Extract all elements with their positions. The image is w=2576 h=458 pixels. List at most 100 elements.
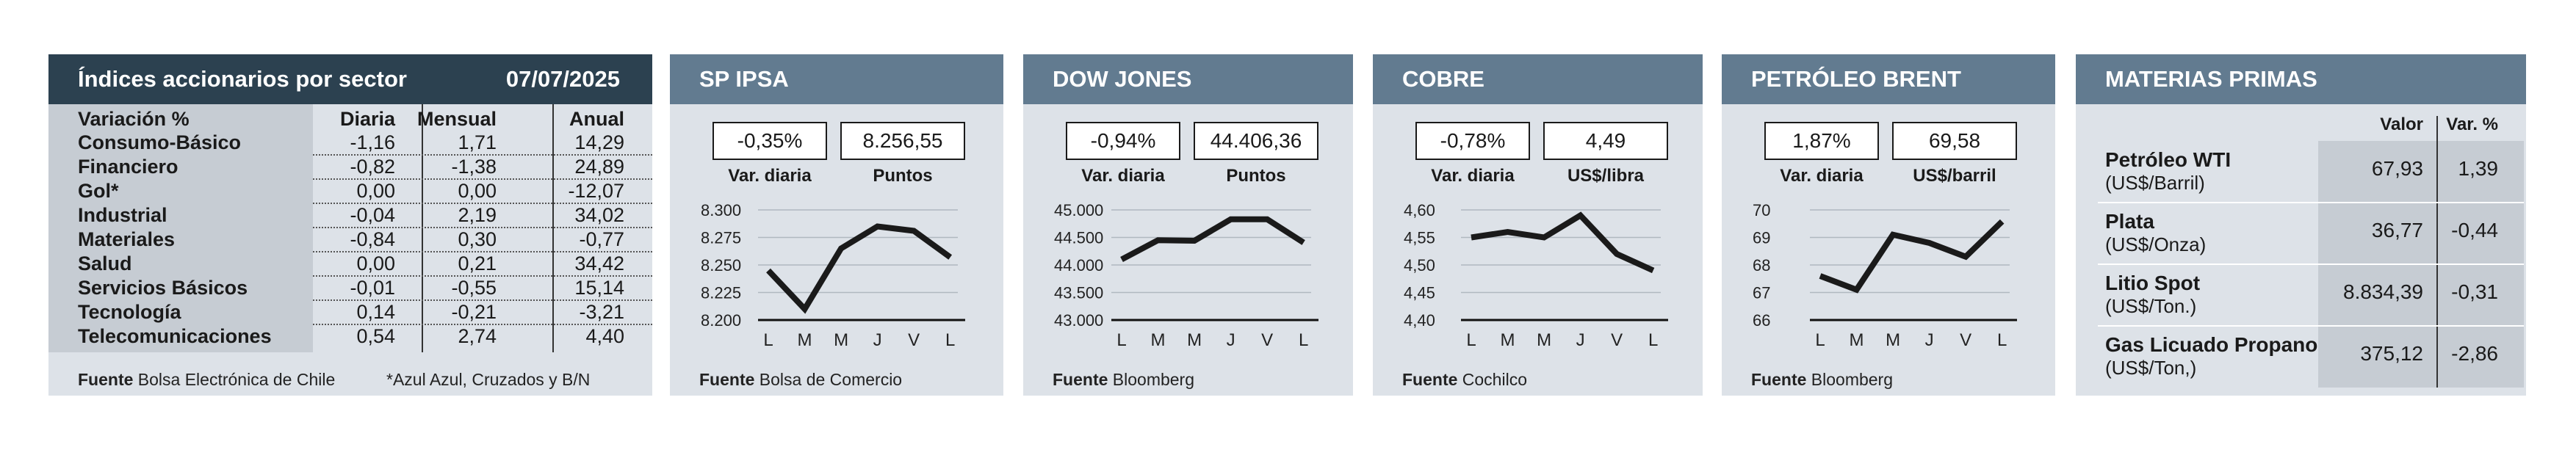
y-tick-label: 66	[1753, 311, 1770, 330]
y-tick-label: 43.500	[1054, 284, 1103, 302]
chart-source: Fuente Bloomberg	[1053, 370, 1195, 389]
x-tick-label: L	[1815, 330, 1825, 350]
value-mensual: 1,71	[458, 131, 497, 153]
materia-name: Gas Licuado Propano	[2105, 333, 2318, 356]
var-diaria-label: Var. diaria	[728, 166, 812, 186]
value-mensual: 2,19	[458, 204, 497, 226]
sector-name: Gol*	[78, 180, 119, 202]
materia-valor: 36,77	[2371, 219, 2423, 241]
value-diaria: -0,04	[350, 204, 395, 226]
x-tick-label: M	[1850, 330, 1864, 350]
x-tick-label: V	[1960, 330, 1971, 350]
value-box: 4,49	[1543, 122, 1668, 160]
line-chart: 4,60 4,55 4,50 4,45 4,40 L M M J V L	[1404, 201, 1668, 350]
sector-label-column	[48, 104, 313, 352]
materia-label: Petróleo WTI (US$/Barril)	[2105, 148, 2231, 195]
table-row: Consumo-Básico -1,16 1,71 14,29	[48, 131, 652, 154]
var-diaria-box: -0,35%	[712, 122, 827, 160]
x-tick-label: J	[873, 330, 882, 350]
x-tick-label: L	[1116, 330, 1126, 350]
value-anual: 24,89	[574, 156, 624, 178]
var-diaria-label: Var. diaria	[1780, 166, 1864, 186]
materia-name: Litio Spot	[2105, 272, 2201, 294]
sector-table: Variación % Diaria Mensual Anual Consumo…	[48, 104, 652, 352]
x-tick-label: M	[798, 330, 812, 350]
sector-name: Financiero	[78, 156, 178, 178]
materias-col-valor: Valor	[2380, 114, 2423, 134]
value-diaria: 0,54	[356, 325, 395, 347]
value-mensual: 0,30	[458, 228, 497, 250]
materia-label: Gas Licuado Propano (US$/Ton,)	[2105, 333, 2317, 379]
x-tick-label: L	[763, 330, 773, 350]
materia-var: -0,31	[2451, 280, 2498, 303]
header-mensual: Mensual	[416, 108, 497, 130]
value-diaria: -0,01	[350, 277, 395, 299]
value-diaria: 0,00	[356, 252, 395, 275]
x-tick-label: M	[1886, 330, 1900, 350]
chart-source: Fuente Bolsa de Comercio	[699, 370, 903, 389]
chart-panel-brent: PETRÓLEO BRENT 1,87% 69,58 Var. diaria US$/b…	[1722, 54, 2055, 396]
line-chart: 8.300 8.275 8.250 8.225 8.200 L M M J V L	[701, 201, 965, 350]
line-chart: 70 69 68 67 66 L M M J V L	[1753, 201, 2017, 350]
materia-valor: 67,93	[2371, 157, 2423, 180]
materias-primas-panel: MATERIAS PRIMAS Valor Var. % Petróleo WT…	[2076, 54, 2526, 396]
value-anual: 14,29	[574, 131, 624, 153]
value-box: 44.406,36	[1194, 122, 1318, 160]
y-tick-label: 70	[1753, 201, 1770, 219]
value-mensual: 0,00	[458, 180, 497, 202]
x-tick-label: L	[1648, 330, 1658, 350]
y-tick-label: 4,60	[1404, 201, 1435, 219]
materia-unit: (US$/Ton,)	[2105, 357, 2197, 379]
x-tick-label: J	[1925, 330, 1934, 350]
table-row: Financiero -0,82 -1,38 24,89	[48, 155, 652, 178]
value-mensual: -0,21	[451, 301, 497, 323]
value-anual: -12,07	[568, 180, 624, 202]
y-tick-label: 8.250	[701, 256, 741, 275]
y-tick-label: 44.000	[1054, 256, 1103, 275]
value-diaria: 0,14	[356, 301, 395, 323]
y-tick-label: 68	[1753, 256, 1770, 275]
materias-col-var: Var. %	[2446, 114, 2498, 134]
var-diaria-label: Var. diaria	[1431, 166, 1515, 186]
chart-panel-dow-jones: DOW JONES -0,94% 44.406,36 Var. diaria Punto…	[1023, 54, 1353, 396]
chart-title: SP IPSA	[670, 54, 1003, 104]
chart-title: PETRÓLEO BRENT	[1722, 54, 2055, 104]
x-tick-label: L	[945, 330, 955, 350]
materia-unit: (US$/Onza)	[2105, 233, 2207, 255]
value-box: 69,58	[1892, 122, 2017, 160]
value-box: 8.256,55	[840, 122, 965, 160]
materias-header: MATERIAS PRIMAS	[2076, 54, 2526, 104]
x-tick-label: V	[1611, 330, 1623, 350]
table-row: Servicios Básicos -0,01 -0,55 15,14	[48, 276, 652, 299]
y-tick-label: 8.275	[701, 229, 741, 247]
table-header-row: Variación % Diaria Mensual Anual	[48, 107, 652, 131]
y-tick-label: 8.225	[701, 284, 741, 302]
materia-valor: 375,12	[2360, 342, 2423, 365]
y-tick-label: 8.200	[701, 311, 741, 330]
series-line	[1819, 219, 2005, 294]
x-tick-label: M	[1187, 330, 1202, 350]
header-anual: Anual	[569, 108, 624, 130]
series-line	[1471, 211, 1655, 274]
y-tick-label: 4,50	[1404, 256, 1435, 275]
table-row: Tecnología 0,14 -0,21 -3,21	[48, 300, 652, 324]
materia-unit: (US$/Ton.)	[2105, 295, 2197, 317]
sector-panel-title: Índices accionarios por sector	[78, 66, 407, 92]
x-tick-label: V	[908, 330, 920, 350]
value-anual: 34,42	[574, 252, 624, 275]
y-tick-label: 45.000	[1054, 201, 1103, 219]
value-label: US$/barril	[1913, 166, 1996, 186]
series-line	[1120, 216, 1305, 263]
value-label: Puntos	[873, 166, 933, 186]
value-diaria: -0,82	[350, 156, 395, 178]
var-diaria-label: Var. diaria	[1081, 166, 1165, 186]
header-diaria: Diaria	[339, 108, 395, 130]
table-row: Salud 0,00 0,21 34,42	[48, 252, 652, 275]
materias-col-sep	[2436, 116, 2438, 388]
x-tick-label: J	[1576, 330, 1585, 350]
sector-panel-header: Índices accionarios por sector 07/07/202…	[48, 54, 652, 104]
x-tick-label: L	[1997, 330, 2007, 350]
y-tick-label: 67	[1753, 284, 1770, 302]
sector-name: Materiales	[78, 228, 176, 250]
x-tick-label: L	[1466, 330, 1476, 350]
